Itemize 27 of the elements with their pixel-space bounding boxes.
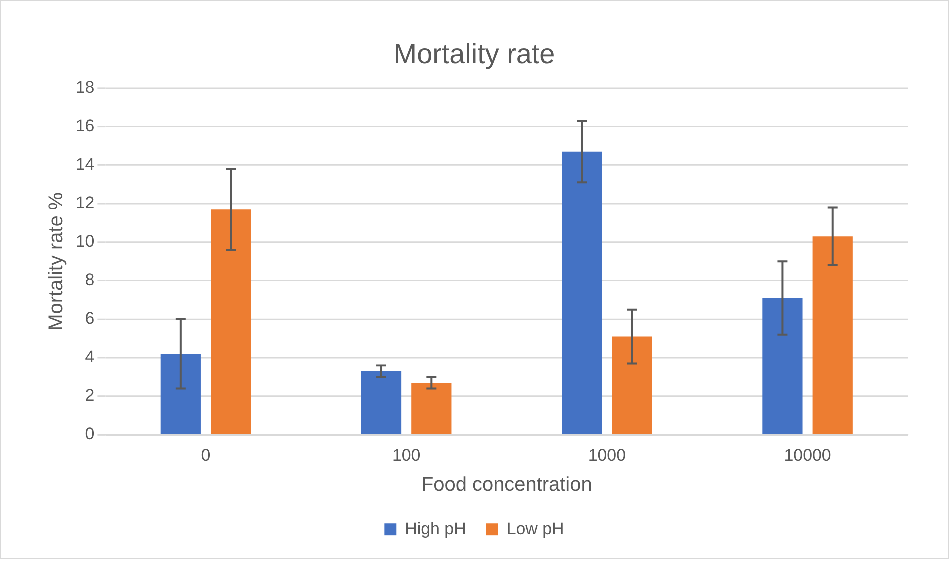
y-tick-label: 4 <box>85 348 95 367</box>
bar <box>211 210 252 434</box>
y-tick-label: 2 <box>85 386 95 406</box>
y-tick-label: 10 <box>76 232 95 252</box>
y-tick-label: 0 <box>85 424 95 444</box>
x-tick-label: 100 <box>392 446 421 465</box>
y-tick-label: 8 <box>85 270 95 290</box>
legend-label: High pH <box>405 519 466 538</box>
y-tick-label: 16 <box>76 116 95 136</box>
y-tick-label: 12 <box>76 194 95 213</box>
x-tick-label: 0 <box>201 446 211 465</box>
bar <box>812 236 853 434</box>
bar <box>562 152 602 434</box>
legend-label: Low pH <box>506 519 564 538</box>
bar <box>762 298 803 434</box>
y-axis-title: Mortality rate % <box>45 192 68 331</box>
x-axis-title: Food concentration <box>421 474 592 496</box>
bar <box>361 371 402 434</box>
bar <box>412 383 452 434</box>
y-tick-label: 6 <box>85 309 95 328</box>
chart-title: Mortality rate <box>394 38 556 70</box>
x-tick-label: 10000 <box>784 446 832 465</box>
x-tick-label: 1000 <box>588 446 626 465</box>
y-tick-label: 14 <box>76 155 95 174</box>
bar <box>160 354 201 434</box>
bar <box>612 336 652 434</box>
y-tick-label: 18 <box>76 78 95 97</box>
